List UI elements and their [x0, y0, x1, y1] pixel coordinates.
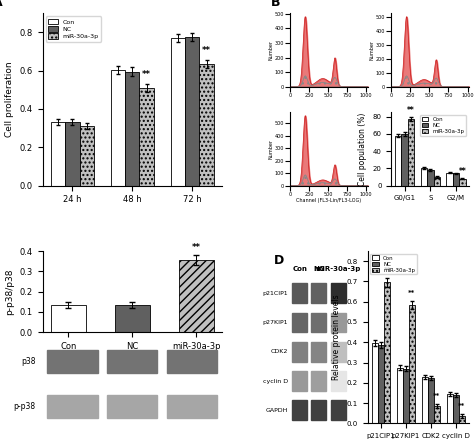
- Y-axis label: Number: Number: [369, 40, 374, 60]
- Bar: [47, 395, 98, 419]
- Text: **: **: [458, 403, 465, 409]
- Bar: [311, 400, 326, 420]
- Text: Con: Con: [292, 266, 307, 272]
- Bar: [179, 260, 214, 332]
- Text: **: **: [408, 290, 416, 295]
- Bar: [292, 284, 307, 303]
- Bar: [408, 119, 414, 186]
- Bar: [292, 400, 307, 420]
- Text: p-p38: p-p38: [13, 402, 36, 411]
- Bar: [311, 313, 326, 333]
- Bar: [427, 170, 434, 186]
- Text: p38: p38: [21, 357, 36, 366]
- Text: A: A: [0, 0, 2, 9]
- Bar: [292, 371, 307, 391]
- Text: **: **: [407, 106, 415, 115]
- Bar: [111, 70, 125, 186]
- Bar: [434, 406, 440, 423]
- Text: miR-30a-3p: miR-30a-3p: [315, 266, 361, 272]
- Text: cyclin D: cyclin D: [263, 378, 288, 384]
- Y-axis label: Number: Number: [268, 139, 273, 159]
- Y-axis label: Relative protein levels: Relative protein levels: [332, 295, 341, 380]
- Bar: [51, 305, 86, 332]
- Y-axis label: Cell population (%): Cell population (%): [358, 112, 367, 186]
- Text: **: **: [433, 393, 440, 399]
- Bar: [330, 342, 346, 362]
- Bar: [292, 313, 307, 333]
- Bar: [167, 350, 217, 373]
- Bar: [139, 88, 154, 186]
- Y-axis label: Number: Number: [268, 40, 273, 60]
- Text: **: **: [383, 267, 391, 273]
- Bar: [397, 368, 403, 423]
- Bar: [107, 395, 157, 419]
- Bar: [330, 371, 346, 391]
- Bar: [311, 371, 326, 391]
- Bar: [459, 179, 466, 186]
- Y-axis label: Cell proliferation: Cell proliferation: [5, 62, 14, 137]
- Bar: [428, 378, 434, 423]
- Bar: [403, 369, 409, 423]
- Bar: [459, 416, 465, 423]
- Text: D: D: [274, 254, 284, 267]
- X-axis label: Channel (FL3-Lin/FL3-LOG): Channel (FL3-Lin/FL3-LOG): [296, 198, 362, 203]
- Bar: [378, 345, 384, 423]
- Bar: [107, 350, 157, 373]
- Bar: [51, 122, 65, 186]
- Text: **: **: [459, 167, 466, 176]
- Bar: [422, 377, 428, 423]
- Y-axis label: p-p38/p38: p-p38/p38: [5, 269, 14, 315]
- Bar: [447, 172, 453, 186]
- Bar: [330, 400, 346, 420]
- Bar: [65, 122, 80, 186]
- Legend: Con, NC, miR-30a-3p: Con, NC, miR-30a-3p: [46, 16, 101, 41]
- Bar: [311, 284, 326, 303]
- Bar: [330, 284, 346, 303]
- Bar: [292, 342, 307, 362]
- Bar: [185, 37, 200, 186]
- Bar: [434, 177, 440, 186]
- Text: B: B: [271, 0, 280, 9]
- Bar: [447, 394, 453, 423]
- Bar: [171, 38, 185, 186]
- Bar: [409, 305, 415, 423]
- Bar: [372, 343, 378, 423]
- Text: **: **: [191, 243, 201, 252]
- Legend: Con, NC, miR-30a-3p: Con, NC, miR-30a-3p: [370, 254, 417, 274]
- Legend: Con, NC, miR-30a-3p: Con, NC, miR-30a-3p: [420, 115, 466, 136]
- Bar: [420, 168, 427, 186]
- Text: p27KIP1: p27KIP1: [262, 320, 288, 325]
- Bar: [401, 134, 408, 186]
- Bar: [47, 350, 98, 373]
- Text: CDK2: CDK2: [270, 349, 288, 354]
- Bar: [115, 305, 150, 332]
- Bar: [330, 313, 346, 333]
- Bar: [200, 64, 214, 186]
- Bar: [453, 173, 459, 186]
- Bar: [311, 342, 326, 362]
- Text: NC: NC: [313, 266, 324, 272]
- Bar: [125, 71, 139, 186]
- Bar: [395, 135, 401, 186]
- Bar: [80, 126, 94, 186]
- Text: GAPDH: GAPDH: [265, 408, 288, 413]
- Bar: [167, 395, 217, 419]
- Text: **: **: [202, 46, 211, 56]
- Bar: [453, 395, 459, 423]
- Text: **: **: [142, 70, 151, 79]
- Bar: [384, 282, 390, 423]
- Text: p21CIP1: p21CIP1: [262, 291, 288, 296]
